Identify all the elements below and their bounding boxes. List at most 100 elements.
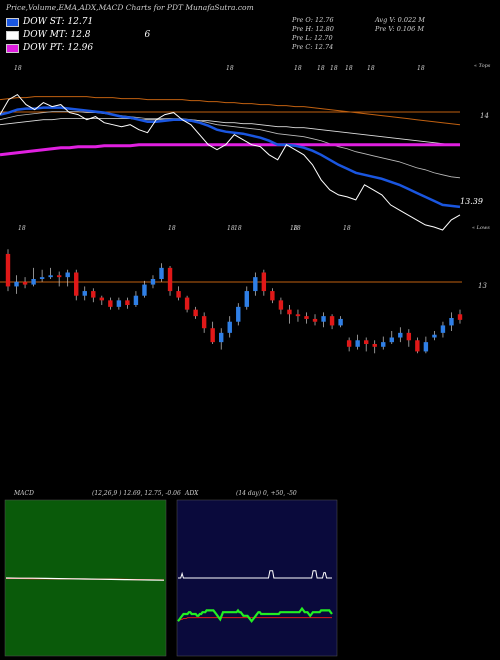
legend-dow-pt: DOW PT: 12.96 [6,43,93,53]
ema-top-label: 18 [226,65,234,72]
candle-body [82,291,87,296]
candle-body [236,306,241,322]
candle-body [406,332,412,341]
candle-body [48,275,53,278]
ema-mid-line [0,111,461,179]
candle-body [398,332,403,338]
legend-dow-st-label: DOW ST: 12.71 [23,17,94,27]
candle-top-label: 18 [18,225,26,232]
ema-last-value-label: 13.39 [460,197,483,206]
adx-lines [177,570,333,623]
ema-tops-label: « Tops [474,63,491,69]
candle-body [244,291,249,307]
ema-top-labels: 18 18 18 18 18 18 18 18 [14,65,425,72]
candle-body [363,340,369,344]
candle-body [133,295,139,305]
candle-body [14,281,19,287]
candle-top-label: 18 [293,225,301,232]
candle-body [99,297,105,301]
candle-body [381,342,386,347]
candle-body [167,267,173,292]
ohlc-high: Pre H: 12.80 [292,25,334,33]
ema-top-label: 18 [294,65,302,72]
candle-body [432,334,437,338]
legend-dow-mt: DOW MT: 12.8 6 [6,30,150,40]
candle-body [449,318,454,326]
candle-body [125,300,130,305]
candle-body [346,340,352,347]
adx-line [178,570,332,579]
candle-body [415,340,420,352]
candle-level-label: 13 [478,282,487,290]
candle-body [270,291,275,301]
candle-body [219,332,224,343]
legend-swatch-white [6,30,19,40]
adx-params: (14 day) 0, +50, -50 [236,490,297,497]
candle-body [108,300,113,307]
candle-body [440,325,446,333]
candle-body [184,297,190,310]
candle-body [159,267,164,279]
candle-body [287,309,292,315]
ohlc-open: Pre O: 12.76 [292,16,334,24]
candle-body [116,300,122,307]
legend-swatch-purple [6,43,19,53]
candle-body [176,291,181,298]
candle-top-label: 18 [227,225,235,232]
candle-body [457,314,463,320]
candle-body [253,277,258,292]
candle-body [74,272,79,296]
ema-orange-line [0,96,461,126]
candle-body [227,321,232,333]
legend-dow-mt-extra: 6 [144,30,151,40]
candle-body [355,340,360,347]
candle-body [295,314,301,317]
ema-top-label: 18 [367,65,375,72]
candle-body [338,318,343,326]
candle-top-label: 18 [234,225,242,232]
candle-body [312,318,318,322]
candle-lows-label: « Lows [472,225,490,231]
candles [5,249,463,354]
legend-dow-st: DOW ST: 12.71 [6,17,93,27]
ema-top-label: 18 [330,65,338,72]
candle-body [91,291,96,298]
candle-body [201,316,207,329]
macd-label: MACD [14,490,34,497]
candle-body [22,281,28,285]
legend-dow-mt-label: DOW MT: 12.8 [23,30,91,40]
candle-top-label: 18 [290,225,298,232]
adx-di-plus-line [177,606,333,623]
candle-top-label: 18 [168,225,176,232]
ema-slow-line [0,118,460,146]
ema-purple-line [0,143,460,157]
candle-body [5,253,11,287]
adx-label: ADX [185,490,199,497]
ema-top-label: 18 [345,65,353,72]
candle-top-label: 18 [343,225,351,232]
candle-body [389,337,394,343]
ema-fast-line [0,106,461,209]
candle-body [31,279,36,285]
candle-body [261,272,267,292]
macd-params: (12,26,9 ) 12.69, 12.75, -0.06 [92,490,181,497]
candle-body [39,277,45,279]
ohlc-avg-volume: Avg V: 0.022 M [375,16,425,24]
candle-body [65,272,70,278]
ema-top-label: 18 [317,65,325,72]
candle-body [304,316,309,319]
candle-body [372,344,377,347]
candle-body [278,300,284,310]
ohlc-close: Pre C: 12.74 [292,43,334,51]
ema-lines [0,93,461,231]
chart-title: Price,Volume,EMA,ADX,MACD Charts for PDT… [6,3,254,12]
candle-body [329,316,335,326]
ohlc-pre-volume: Pre V: 0.106 M [375,25,425,33]
macd-line [5,577,165,581]
macd-lines [5,577,165,581]
candle-body [193,309,198,317]
candle-body [210,328,215,343]
ema-level-label: 14 [480,112,489,120]
candle-body [150,279,156,285]
